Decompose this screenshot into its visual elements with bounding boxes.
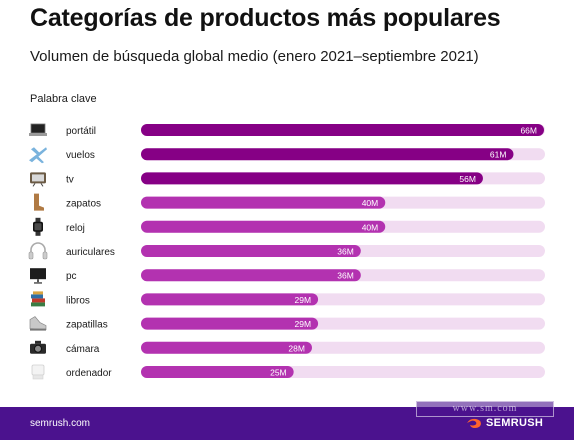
tv-icon: [30, 172, 46, 187]
sneaker-icon: [29, 316, 47, 331]
brand-name: SEMRUSH: [486, 417, 544, 429]
bar: [141, 124, 544, 136]
bar-value-label: 66M: [520, 126, 537, 136]
bar: [141, 269, 361, 282]
bar-value-label: 56M: [459, 174, 476, 184]
category-label: libros: [66, 295, 90, 306]
footer-url[interactable]: semrush.com: [30, 418, 91, 429]
category-label: portátil: [66, 126, 96, 137]
footer: semrush.com www.sm.com SEMRUSH: [0, 401, 574, 440]
category-label: zapatillas: [66, 320, 108, 331]
bar: [141, 196, 386, 209]
headphones-icon: [28, 242, 48, 260]
bar: [141, 317, 319, 330]
bar-value-label: 28M: [288, 343, 305, 353]
computer-icon: [31, 364, 45, 380]
bar: [141, 220, 386, 233]
bar-value-label: 40M: [362, 198, 379, 208]
bar-chart: portátil 66M vuelos 61M tv 56M zapatos 40M reloj…: [28, 123, 545, 380]
column-header: Palabra clave: [30, 93, 97, 105]
bar-value-label: 36M: [337, 247, 354, 257]
bar: [141, 293, 319, 306]
category-label: reloj: [66, 223, 85, 234]
bar-value-label: 25M: [270, 368, 287, 378]
brand-logo: SEMRUSH: [466, 417, 543, 429]
category-label: zapatos: [66, 199, 101, 210]
bar: [141, 341, 312, 354]
category-label: cámara: [66, 344, 100, 355]
camera-icon: [30, 340, 46, 354]
bar-value-label: 61M: [490, 150, 507, 160]
category-label: auriculares: [66, 247, 115, 258]
chart-title: Categorías de productos más populares: [30, 4, 501, 32]
books-icon: [31, 291, 45, 307]
bar-value-label: 36M: [337, 271, 354, 281]
laptop-icon: [29, 123, 47, 136]
category-label: ordenador: [66, 368, 112, 379]
bar-value-label: 29M: [295, 319, 312, 329]
airplane-icon: [29, 147, 47, 164]
bar: [141, 172, 483, 185]
watermark: www.sm.com: [416, 401, 554, 417]
semrush-flame-icon: [467, 418, 481, 428]
chart-subtitle: Volumen de búsqueda global medio (enero …: [30, 48, 479, 65]
bar-value-label: 29M: [295, 295, 312, 305]
category-label: vuelos: [66, 150, 95, 161]
boot-icon: [34, 193, 44, 211]
monitor-icon: [30, 268, 46, 284]
bar: [141, 245, 361, 257]
bar: [141, 366, 294, 378]
bar: [141, 148, 514, 161]
bar-value-label: 40M: [362, 222, 379, 232]
category-label: tv: [66, 174, 74, 185]
category-label: pc: [66, 271, 77, 282]
smartwatch-icon: [33, 217, 43, 236]
